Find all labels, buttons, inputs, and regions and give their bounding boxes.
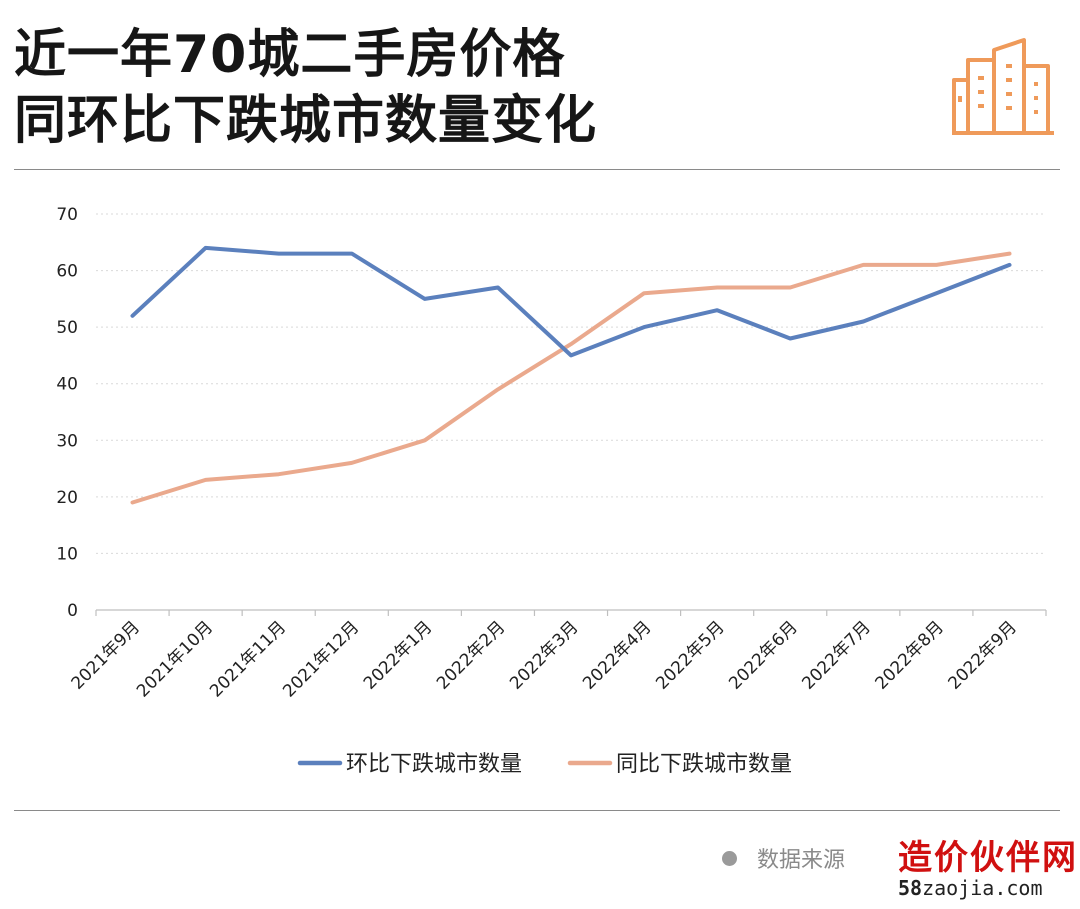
footer-divider <box>14 810 1060 811</box>
watermark-text: 造价伙伴网 <box>898 838 1078 878</box>
grid-layer <box>96 213 1046 554</box>
data-source: 数据来源 <box>722 842 845 874</box>
y-tick-label: 40 <box>56 375 78 395</box>
y-tick-label: 20 <box>56 488 78 508</box>
x-tick-label: 2022年9月 <box>945 617 1021 693</box>
y-tick-label: 50 <box>56 318 78 338</box>
x-tick-label: 2022年1月 <box>360 617 436 693</box>
y-tick-label: 10 <box>56 544 78 564</box>
series-line-1 <box>130 251 1012 505</box>
series-layer <box>130 245 1012 505</box>
y-tick-label: 30 <box>56 431 78 451</box>
title-line-2: 同环比下跌城市数量变化 <box>14 91 598 151</box>
y-axis: 0 10 20 30 40 50 60 70 <box>56 205 78 621</box>
y-tick-label: 60 <box>56 262 78 282</box>
x-tick-label: 2021年12月 <box>279 617 363 701</box>
y-tick-label: 0 <box>67 601 78 621</box>
watermark: 造价伙伴网 58zaojia.com <box>898 838 1078 900</box>
header-divider <box>14 169 1060 170</box>
x-tick-label: 2021年11月 <box>206 617 290 701</box>
legend: 环比下跌城市数量 同比下跌城市数量 <box>297 752 792 777</box>
x-tick-label: 2022年2月 <box>433 617 509 693</box>
legend-label: 环比下跌城市数量 <box>346 752 522 777</box>
watermark-url: 58zaojia.com <box>898 876 1078 900</box>
x-tick-label: 2022年4月 <box>579 617 655 693</box>
y-tick-label: 70 <box>56 205 78 225</box>
x-tick-label: 2021年10月 <box>133 617 217 701</box>
watermark-url-bold: 58 <box>898 876 923 900</box>
watermark-url-rest: zaojia.com <box>922 876 1043 900</box>
legend-label: 同比下跌城市数量 <box>616 752 792 777</box>
source-label: 数据来源 <box>757 848 846 873</box>
x-tick-label: 2022年8月 <box>871 617 947 693</box>
x-tick-label: 2022年6月 <box>725 617 801 693</box>
x-tick-label: 2022年7月 <box>798 617 874 693</box>
chart-title: 近一年70城二手房价格 同环比下跌城市数量变化 <box>14 22 814 154</box>
x-axis: 2021年9月2021年10月2021年11月2021年12月2022年1月20… <box>68 609 1047 701</box>
title-line-1: 近一年70城二手房价格 <box>14 25 566 85</box>
x-tick-label: 2022年5月 <box>652 617 728 693</box>
bullet-icon <box>722 850 737 866</box>
x-tick-label: 2022年3月 <box>506 617 582 693</box>
x-tick-label: 2021年9月 <box>68 617 144 693</box>
buildings-icon <box>952 38 1054 135</box>
